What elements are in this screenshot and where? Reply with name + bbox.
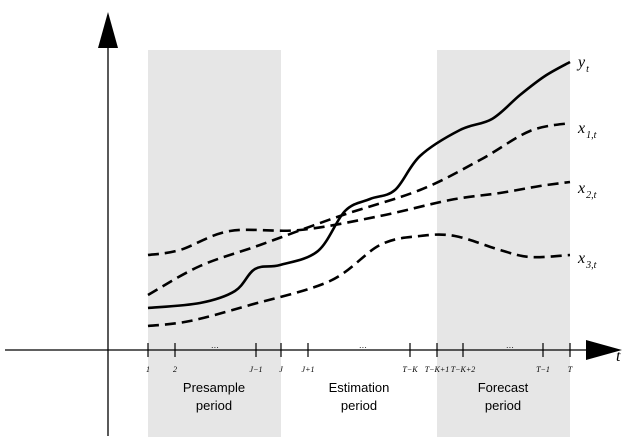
curve-y [147,60,571,310]
curve-label: yt [576,54,589,75]
period-label: Forecast [478,380,529,395]
curve-label-main: x [577,250,585,267]
tick-label: T−K [402,365,418,374]
presample-shade [148,50,281,437]
vertical-arrow [98,12,118,48]
curve-label-sub: t [586,64,589,75]
curve-label: x1,t [577,120,597,141]
curve-x1 [147,121,571,297]
curve-label: x2,t [577,180,597,201]
tick-label: T [568,365,573,374]
tick-label: 1 [146,365,150,374]
period-label: Estimation [329,380,390,395]
period-label: period [196,398,232,413]
period-label: period [341,398,377,413]
tick-label: … [211,341,218,350]
curve-label-main: y [576,54,586,71]
tick-label: T−K+2 [451,365,476,374]
curve-label-sub: 1,t [586,130,597,141]
ticks: 1 2 … J−1 J J+1 … T−K T−K+1 T−K+2 … T−1 T [146,341,573,374]
curve-label-main: x [577,120,585,137]
forecast-shade [437,50,570,437]
tick-label: J+1 [302,365,315,374]
curve-label-sub: 2,t [586,190,597,201]
curve-label-main: x [577,180,585,197]
curve-label-sub: 3,t [585,260,597,271]
tick-label: 2 [173,365,177,374]
axis-label: t [616,348,621,365]
tick-label: J−1 [250,365,263,374]
tick-label: T−1 [536,365,550,374]
curve-label: x3,t [577,250,597,271]
curve-x3 [147,233,571,328]
tick-label: … [359,341,366,350]
periods: Presample period Estimation period Forecast p… [183,380,529,413]
tick-label: T−K+1 [425,365,450,374]
tick-label: … [506,341,513,350]
time-arrow [586,340,622,360]
period-label: period [485,398,521,413]
tick-label: J [279,365,283,374]
period-label: Presample [183,380,245,395]
